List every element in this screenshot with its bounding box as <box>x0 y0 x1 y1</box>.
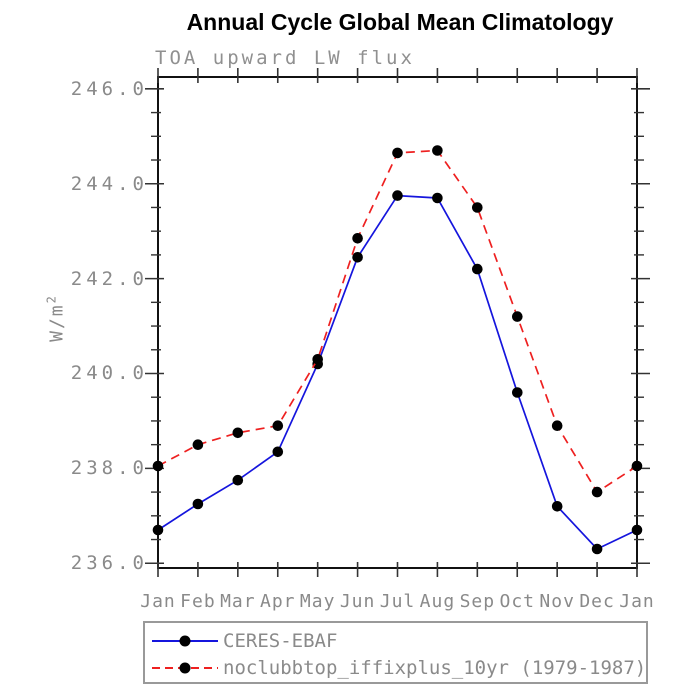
legend: CERES-EBAF noclubbtop_iffixplus_10yr (19… <box>143 621 648 684</box>
data-point-marker <box>551 501 563 512</box>
legend-sample-dashed-line <box>152 662 218 674</box>
data-point-marker <box>392 147 403 159</box>
data-point-marker <box>312 354 324 365</box>
legend-label-model-run: noclubbtop_iffixplus_10yr (1979-1987) <box>223 657 647 679</box>
data-point-marker <box>192 439 204 451</box>
x-tick-label: Jan <box>140 591 176 612</box>
legend-item-ceres-ebaf: CERES-EBAF <box>149 629 337 653</box>
x-tick-label: Oct <box>499 591 535 612</box>
data-point-marker <box>472 202 483 213</box>
chart-subtitle: TOA upward LW flux <box>155 47 415 69</box>
legend-sample-solid-line <box>152 635 218 647</box>
y-tick-label: 246.0 <box>70 77 148 100</box>
x-tick-label: Jun <box>339 591 376 612</box>
x-tick-label: Aug <box>419 591 456 612</box>
x-tick-label: Sep <box>459 591 496 612</box>
data-point-marker <box>631 524 643 536</box>
data-point-marker <box>272 446 284 458</box>
data-point-marker <box>472 263 483 275</box>
x-tick-label: Mar <box>220 591 256 612</box>
y-tick-label: 238.0 <box>70 457 148 480</box>
data-point-marker <box>232 474 244 486</box>
x-tick-label: Jul <box>379 591 416 612</box>
data-point-marker <box>272 420 284 432</box>
chart-title: Annual Cycle Global Mean Climatology <box>186 9 614 35</box>
data-point-marker <box>352 251 363 263</box>
legend-marker-dot <box>179 662 191 674</box>
data-point-marker <box>591 543 603 555</box>
data-point-marker <box>432 145 443 156</box>
x-tick-label: Jan <box>619 591 655 612</box>
data-point-marker <box>392 190 403 201</box>
x-tick-label: Dec <box>579 591 615 612</box>
x-tick-label: May <box>299 591 336 612</box>
legend-item-model-run: noclubbtop_iffixplus_10yr (1979-1987) <box>149 656 646 680</box>
legend-marker-dot <box>179 635 191 647</box>
x-tick-label: Nov <box>539 591 575 612</box>
data-point-marker <box>232 427 244 439</box>
y-tick-label: 242.0 <box>70 267 148 290</box>
data-point-marker <box>152 460 164 472</box>
data-point-marker <box>512 311 523 322</box>
data-point-marker <box>192 498 204 510</box>
data-point-marker <box>512 387 523 398</box>
y-tick-label: 236.0 <box>70 552 148 575</box>
x-tick-label: Apr <box>259 591 296 612</box>
data-point-marker <box>152 524 164 536</box>
x-tick-label: Feb <box>180 591 216 612</box>
data-point-marker <box>591 486 603 498</box>
legend-label-ceres-ebaf: CERES-EBAF <box>223 630 338 652</box>
data-point-marker <box>551 420 563 432</box>
data-point-marker <box>432 192 443 204</box>
data-point-marker <box>352 233 363 244</box>
y-tick-label: 244.0 <box>70 172 148 195</box>
data-point-marker <box>631 460 643 472</box>
series-line-1 <box>157 149 638 494</box>
y-tick-label: 240.0 <box>70 362 148 385</box>
series-line-0 <box>157 194 638 551</box>
